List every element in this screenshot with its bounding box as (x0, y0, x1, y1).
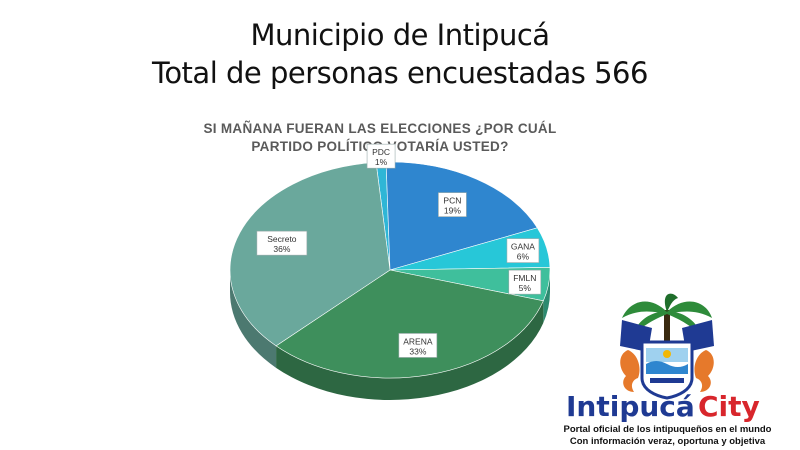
data-label-category: PDC (372, 147, 390, 157)
data-label-value: 6% (517, 252, 530, 262)
pie-slice-side-fmln (543, 270, 550, 323)
data-label-value: 19% (444, 206, 461, 216)
data-label-category: ARENA (403, 336, 433, 346)
shield-icon (640, 340, 694, 400)
data-label-category: GANA (511, 242, 535, 252)
seahorse-icon (620, 350, 714, 392)
palm-icon (622, 293, 712, 360)
page-title-line2: Total de personas encuestadas 566 (152, 56, 648, 90)
data-label-value: 1% (375, 157, 388, 167)
logo-tagline-line2: Con información veraz, oportuna y objeti… (569, 436, 766, 447)
page-title-line1: Municipio de Intipucá (250, 18, 550, 52)
logo-brand-left: Intipucá (566, 390, 695, 423)
chart-subtitle-line1: SI MAÑANA FUERAN LAS ELECCIONES ¿POR CUÁ… (203, 121, 557, 136)
pie-slice-secreto (229, 162, 391, 347)
logo-brand-right: City (698, 390, 760, 423)
data-label-value: 36% (273, 244, 290, 254)
logo-tagline-line1: Portal oficial de los intipuqueños en el… (563, 424, 772, 435)
pie-slice-arena (275, 269, 544, 379)
pie-slice-side-arena (276, 300, 544, 400)
data-label-category: PCN (443, 196, 461, 206)
data-label-category: FMLN (513, 273, 536, 283)
intipuca-city-logo: Intipucá City (566, 293, 760, 423)
data-label-category: Secreto (267, 234, 297, 244)
pie-slice-side-secreto (230, 270, 277, 368)
data-label-value: 5% (519, 283, 532, 293)
data-label-value: 33% (409, 346, 426, 356)
